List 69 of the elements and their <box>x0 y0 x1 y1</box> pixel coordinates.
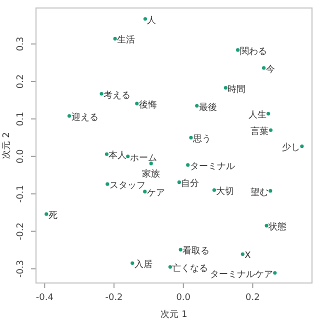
y-tick-label: 0.0 <box>16 148 26 164</box>
point <box>266 112 270 116</box>
point <box>106 182 110 186</box>
point <box>195 104 199 108</box>
annotation: 関わる <box>240 46 267 57</box>
point <box>149 162 153 166</box>
annotation: スタッフ <box>109 181 146 192</box>
x-tick-label: 0.2 <box>246 293 260 303</box>
annotation: 迎える <box>71 112 98 123</box>
annotation: 人生 <box>248 110 266 121</box>
point <box>268 128 273 132</box>
annotation: 今 <box>266 64 275 75</box>
annotation: ターミナル <box>190 162 235 172</box>
point <box>264 224 268 228</box>
point <box>126 154 130 158</box>
point <box>300 144 304 148</box>
annotation: 看取る <box>182 246 210 257</box>
annotation: 考える <box>104 90 131 101</box>
point <box>240 252 244 256</box>
annotation: 家族 <box>142 168 160 180</box>
point <box>143 190 147 194</box>
y-tick-label: 0.2 <box>16 74 26 89</box>
y-tick-label: -0.2 <box>16 222 26 240</box>
point <box>100 92 104 96</box>
point <box>177 180 181 184</box>
annotation: 状態 <box>268 222 287 233</box>
annotation: 入居 <box>134 259 152 270</box>
annotation: 大切 <box>216 186 234 198</box>
point <box>189 136 193 140</box>
y-tick-label: -0.1 <box>16 185 26 203</box>
point <box>44 212 48 216</box>
point <box>212 188 216 192</box>
point <box>130 261 134 265</box>
x-tick-label: -0.4 <box>36 293 54 303</box>
point <box>135 102 139 106</box>
point <box>67 114 72 118</box>
point <box>236 48 240 52</box>
x-tick-label: 0.0 <box>176 293 191 303</box>
annotation: 後悔 <box>138 100 157 111</box>
annotation: 生活 <box>117 34 136 46</box>
point <box>113 36 117 41</box>
annotation: 最後 <box>198 102 217 113</box>
y-tick-label: 0.3 <box>16 36 26 52</box>
annotation: X <box>244 251 251 262</box>
y-axis-title: 次元 2 <box>1 132 12 159</box>
point <box>178 248 182 252</box>
annotation: ホーム <box>130 153 157 164</box>
annotation: ターミナルケア <box>210 270 273 280</box>
annotation: 時間 <box>228 84 246 95</box>
point <box>224 86 228 90</box>
point <box>273 271 277 275</box>
point <box>186 163 190 167</box>
point <box>268 189 272 193</box>
y-tick-label: -0.3 <box>16 260 26 278</box>
point <box>262 66 266 70</box>
x-axis-title: 次元 1 <box>160 309 188 320</box>
annotation: 自分 <box>181 178 200 190</box>
annotation: ケア <box>146 188 165 199</box>
annotation: 人 <box>147 14 156 26</box>
annotation: 言葉 <box>250 126 269 138</box>
point <box>168 265 172 269</box>
x-tick-label: -0.2 <box>105 293 123 303</box>
y-tick-label: 0.1 <box>16 112 26 126</box>
annotation: 少し <box>282 142 300 154</box>
annotation: 死 <box>48 211 58 222</box>
annotation: 亡くなる <box>172 262 208 274</box>
annotation: 本人 <box>108 150 127 162</box>
annotation: 思う <box>192 134 211 145</box>
annotation: 望む <box>250 186 268 198</box>
